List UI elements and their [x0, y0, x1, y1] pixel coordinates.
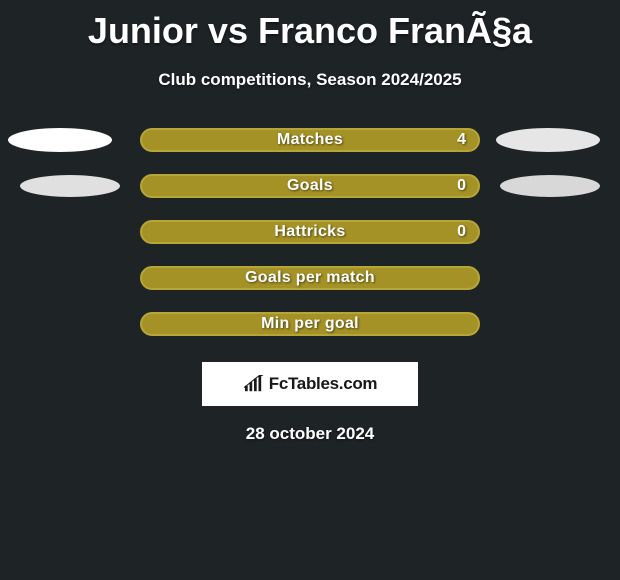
team-flag-left: [8, 128, 112, 152]
stat-bar: Min per goal: [140, 312, 480, 336]
team-flag-right: [500, 175, 600, 197]
date-text: 28 october 2024: [0, 424, 620, 444]
stat-label: Hattricks: [142, 223, 478, 241]
stat-value: 0: [457, 177, 466, 195]
stat-row: Matches4: [0, 128, 620, 152]
stats-rows: Matches4Goals0Hattricks0Goals per matchM…: [0, 128, 620, 336]
stat-label: Min per goal: [142, 315, 478, 333]
stat-row: Goals0: [0, 174, 620, 198]
stat-label: Goals per match: [142, 269, 478, 287]
stat-bar: Matches4: [140, 128, 480, 152]
team-flag-left: [20, 175, 120, 197]
stat-bar: Goals0: [140, 174, 480, 198]
bar-chart-icon: [243, 375, 265, 393]
brand-text: FcTables.com: [269, 374, 378, 394]
stat-bar: Goals per match: [140, 266, 480, 290]
stat-bar: Hattricks0: [140, 220, 480, 244]
stat-row: Min per goal: [0, 312, 620, 336]
stat-label: Goals: [142, 177, 478, 195]
subtitle: Club competitions, Season 2024/2025: [0, 70, 620, 90]
stat-row: Hattricks0: [0, 220, 620, 244]
stat-label: Matches: [142, 131, 478, 149]
page-title: Junior vs Franco FranÃ§a: [0, 0, 620, 52]
stat-value: 0: [457, 223, 466, 241]
stat-row: Goals per match: [0, 266, 620, 290]
stat-value: 4: [457, 131, 466, 149]
brand-box: FcTables.com: [202, 362, 418, 406]
team-flag-right: [496, 128, 600, 152]
